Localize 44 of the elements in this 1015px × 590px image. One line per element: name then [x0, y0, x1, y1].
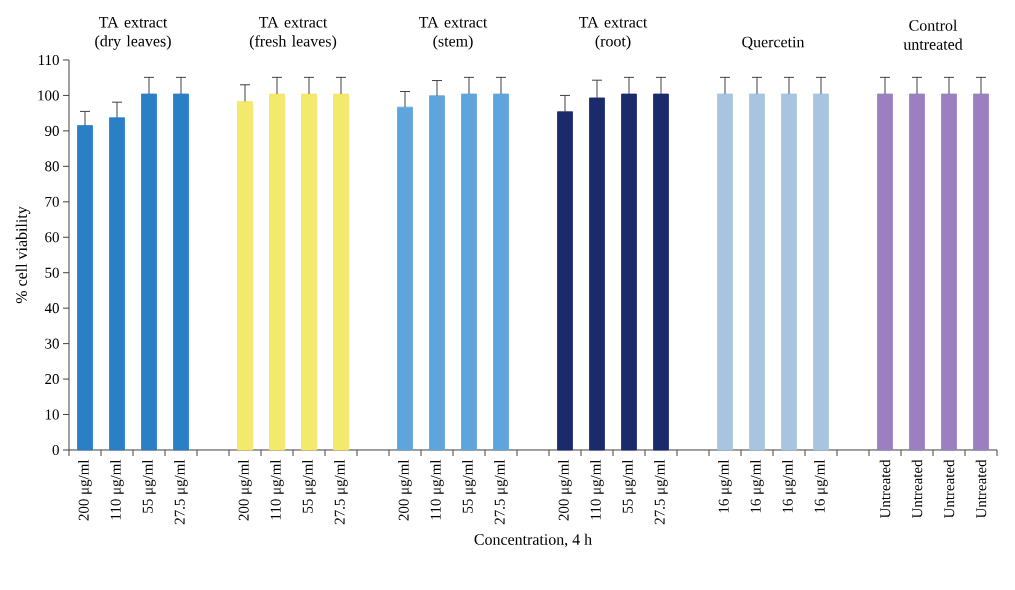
- x-tick-label: 16 μg/ml: [814, 459, 828, 513]
- x-tick-label: Untreated: [911, 459, 923, 519]
- y-tick-label: 110: [38, 54, 59, 66]
- x-tick-label: Untreated: [879, 459, 891, 519]
- x-tick-label: 55 μg/ml: [622, 459, 636, 513]
- text: TA extract (dry leaves): [95, 16, 171, 50]
- x-tick-label: 200 μg/ml: [78, 459, 92, 521]
- x-tick-label: 27.5 μg/ml: [174, 459, 188, 525]
- x-tick-label: 110 μg/ml: [590, 459, 604, 520]
- x-tick-label: 55 μg/ml: [302, 459, 316, 513]
- x-tick-label: 55 μg/ml: [142, 459, 156, 513]
- x-tick-label: 200 μg/ml: [558, 459, 572, 521]
- y-tick-label: 70: [45, 196, 59, 207]
- x-tick-label: 16 μg/ml: [718, 459, 732, 513]
- x-tick-label: Untreated: [975, 459, 987, 519]
- y-tick-label: 20: [45, 374, 59, 385]
- x-tick-label: 110 μg/ml: [270, 459, 284, 520]
- x-axis-title: Concentration, 4 h: [474, 533, 592, 548]
- x-tick-label: 27.5 μg/ml: [494, 459, 508, 525]
- y-tick-label: 0: [52, 444, 59, 456]
- text: TA extract (root): [578, 16, 648, 50]
- y-tick-label: 100: [38, 90, 59, 101]
- y-tick-label: 50: [45, 267, 59, 278]
- x-tick-label: 200 μg/ml: [238, 459, 252, 521]
- x-tick-label: Untreated: [943, 459, 955, 519]
- x-tick-label: 27.5 μg/ml: [654, 459, 668, 525]
- y-axis-title: % cell viability: [15, 206, 31, 304]
- y-tick-label: 80: [45, 161, 59, 172]
- x-tick-label: 110 μg/ml: [430, 459, 444, 520]
- y-tick-label: 10: [45, 409, 59, 420]
- x-tick-label: 27.5 μg/ml: [334, 459, 348, 525]
- y-tick-label: 40: [44, 303, 59, 314]
- x-tick-label: 110 μg/ml: [110, 459, 124, 520]
- x-tick-label: 16 μg/ml: [782, 459, 796, 513]
- y-tick-label: 60: [45, 232, 59, 243]
- x-tick-label: 200 μg/ml: [398, 459, 412, 521]
- y-tick-label: 30: [45, 338, 59, 349]
- text: Control untreated: [903, 19, 963, 50]
- text: Quercetin: [742, 36, 805, 50]
- x-tick-label: 55 μg/ml: [462, 459, 476, 513]
- text: TA extract (fresh leaves): [249, 16, 337, 50]
- x-tick-label: 16 μg/ml: [750, 459, 764, 513]
- y-tick-label: 90: [45, 125, 59, 136]
- text: TA extract (stem): [418, 16, 488, 50]
